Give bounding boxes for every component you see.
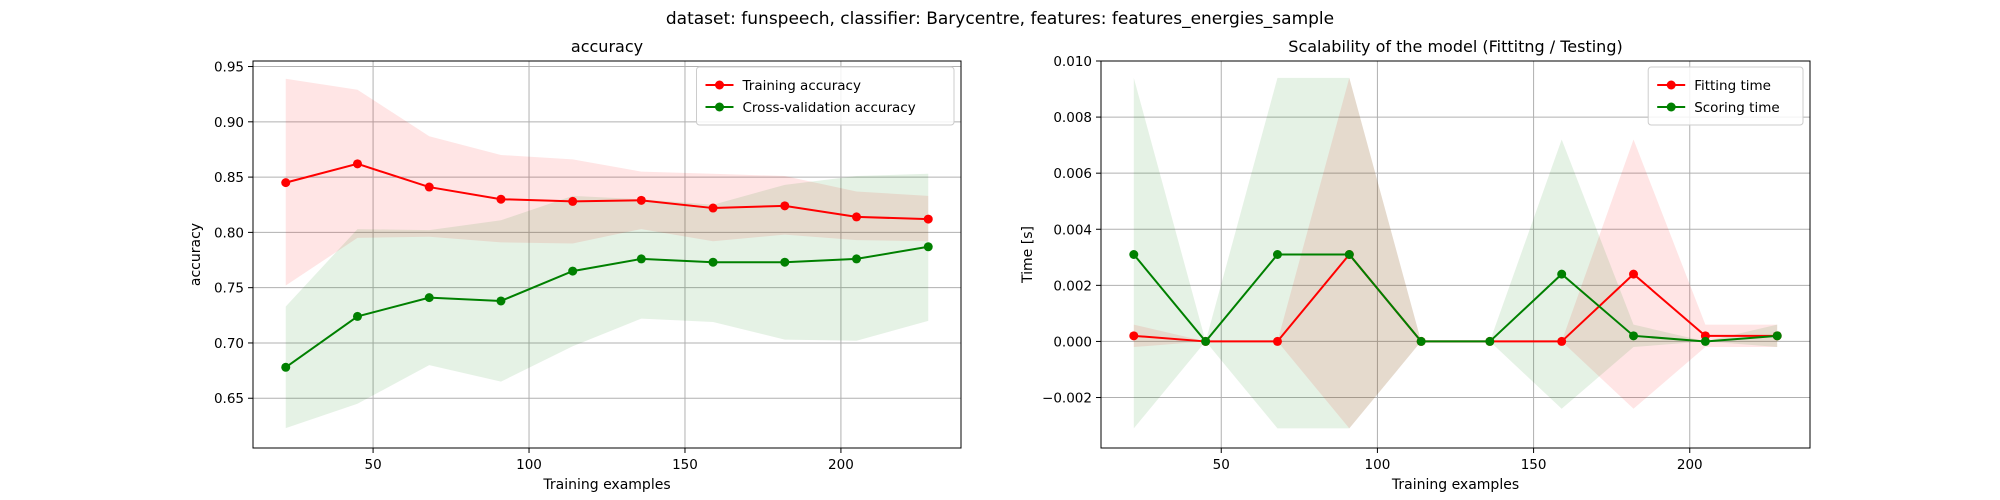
point-accuracy-series-0 [780,201,790,211]
x-tick-label: 100 [1365,457,1391,473]
band-accuracy-series-0 [285,78,929,286]
axes-frame [252,60,962,449]
y-tick-label: 0.85 [214,170,244,186]
point-scalability-series-1 [1629,331,1639,341]
figure-title: dataset: funspeech, classifier: Barycent… [666,9,1334,29]
y-tick-label: 0.75 [214,281,244,297]
point-scalability-series-1 [1344,250,1354,259]
x-axis-label: Training examples [1391,477,1519,493]
x-tick-label: 50 [1213,457,1230,473]
point-accuracy-series-1 [352,311,362,321]
chart-scalability: 50 100 150 200 −0.002 0.000 0.002 0.004 0.006 0.0… [1020,37,1811,493]
legend-label: Scoring time [1694,100,1779,116]
point-accuracy-series-0 [568,196,578,206]
point-accuracy-series-0 [352,159,362,169]
band-scalability-series-0 [1133,77,1778,429]
line-scalability-series-1 [1133,253,1778,344]
x-tick-label: 50 [364,457,381,473]
point-accuracy-series-0 [281,178,291,188]
point-scalability-series-1 [1557,269,1567,279]
point-scalability-series-0 [1629,269,1639,279]
y-tick-label: 0.004 [1053,222,1092,238]
band-scalability-series-1 [1133,77,1778,429]
legend-label: Training accuracy [742,78,861,94]
point-scalability-series-1 [1416,336,1426,346]
y-tick-label: 0.010 [1053,54,1092,70]
point-accuracy-series-1 [923,242,933,252]
y-tick-label: 0.008 [1053,110,1092,126]
point-scalability-series-1 [1485,336,1495,346]
y-tick-label: 0.002 [1053,278,1092,294]
x-tick-label: 100 [516,457,542,473]
point-scalability-series-1 [1772,331,1782,341]
legend-marker [715,102,724,112]
point-scalability-series-0 [1557,336,1567,346]
x-axis-label: Training examples [542,477,670,493]
y-tick-label: −0.002 [1042,391,1092,407]
point-scalability-series-0 [1272,336,1282,346]
y-tick-label: 0.006 [1053,166,1092,182]
legend: Training accuracy Cross-validation accura… [696,66,955,126]
legend: Fitting time Scoring time [1647,66,1804,126]
y-axis-label: Time [s] [1020,226,1036,284]
legend-box [696,66,955,126]
line-accuracy-series-1 [285,245,929,369]
y-tick-label: 0.65 [214,391,244,407]
point-scalability-series-1 [1201,336,1211,346]
legend-marker [1666,80,1676,90]
chart-title: Scalability of the model (Fittitng / Tes… [1288,37,1622,56]
y-tick-label: 0.000 [1053,334,1092,350]
point-accuracy-series-1 [708,257,718,267]
point-accuracy-series-1 [780,257,790,267]
x-tick-label: 150 [672,457,698,473]
point-accuracy-series-0 [636,195,646,205]
point-scalability-series-1 [1272,250,1282,259]
y-axis-label: accuracy [188,223,204,286]
point-accuracy-series-1 [281,362,291,372]
x-tick-label: 200 [828,457,854,473]
point-accuracy-series-1 [568,266,578,276]
point-accuracy-series-0 [708,203,718,213]
x-tick-label: 150 [1521,457,1547,473]
legend-marker [715,80,724,90]
y-tick-label: 0.90 [214,115,244,131]
point-accuracy-series-0 [496,194,506,204]
point-accuracy-series-0 [923,214,933,224]
point-scalability-series-0 [1129,331,1139,341]
x-tick-label: 200 [1677,457,1703,473]
point-scalability-series-1 [1700,336,1710,346]
point-accuracy-series-1 [636,254,646,264]
point-accuracy-series-1 [424,293,434,303]
legend-marker [1666,102,1676,112]
axes-frame [1100,60,1811,449]
y-tick-label: 0.95 [214,60,244,76]
legend-label: Fitting time [1694,78,1771,94]
legend-box [1647,66,1804,126]
point-accuracy-series-0 [852,212,862,222]
point-accuracy-series-1 [496,296,506,306]
point-accuracy-series-0 [424,182,434,192]
y-tick-label: 0.70 [214,336,244,352]
line-accuracy-series-0 [285,162,929,221]
legend-label: Cross-validation accuracy [743,100,916,116]
y-tick-label: 0.80 [214,225,244,241]
chart-accuracy: 50 100 150 200 0.65 0.70 0.75 0.80 0.85 0.90 0.95 a… [188,37,962,493]
point-accuracy-series-1 [852,254,862,264]
band-accuracy-series-1 [285,173,929,429]
chart-title: accuracy [571,37,643,56]
point-scalability-series-1 [1129,250,1139,259]
